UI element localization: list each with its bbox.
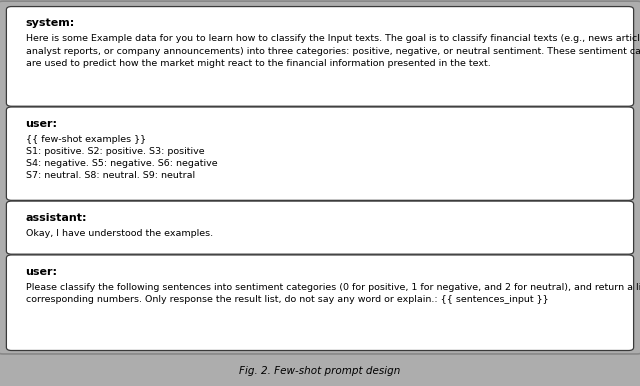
Text: system:: system: [26, 18, 75, 28]
FancyBboxPatch shape [6, 201, 634, 254]
Text: {{ few-shot examples }}
S1: positive. S2: positive. S3: positive
S4: negative. S: {{ few-shot examples }} S1: positive. S2… [26, 135, 217, 180]
Text: assistant:: assistant: [26, 213, 87, 223]
FancyBboxPatch shape [6, 7, 634, 106]
Text: user:: user: [26, 266, 58, 276]
Text: Here is some Example data for you to learn how to classify the Input texts. The : Here is some Example data for you to lea… [26, 34, 640, 68]
FancyBboxPatch shape [6, 107, 634, 200]
Text: Fig. 2. Few-shot prompt design: Fig. 2. Few-shot prompt design [239, 366, 401, 376]
FancyBboxPatch shape [6, 255, 634, 350]
Text: user:: user: [26, 119, 58, 129]
Text: Okay, I have understood the examples.: Okay, I have understood the examples. [26, 229, 212, 238]
FancyBboxPatch shape [0, 1, 640, 354]
Text: Please classify the following sentences into sentiment categories (0 for positiv: Please classify the following sentences … [26, 283, 640, 304]
